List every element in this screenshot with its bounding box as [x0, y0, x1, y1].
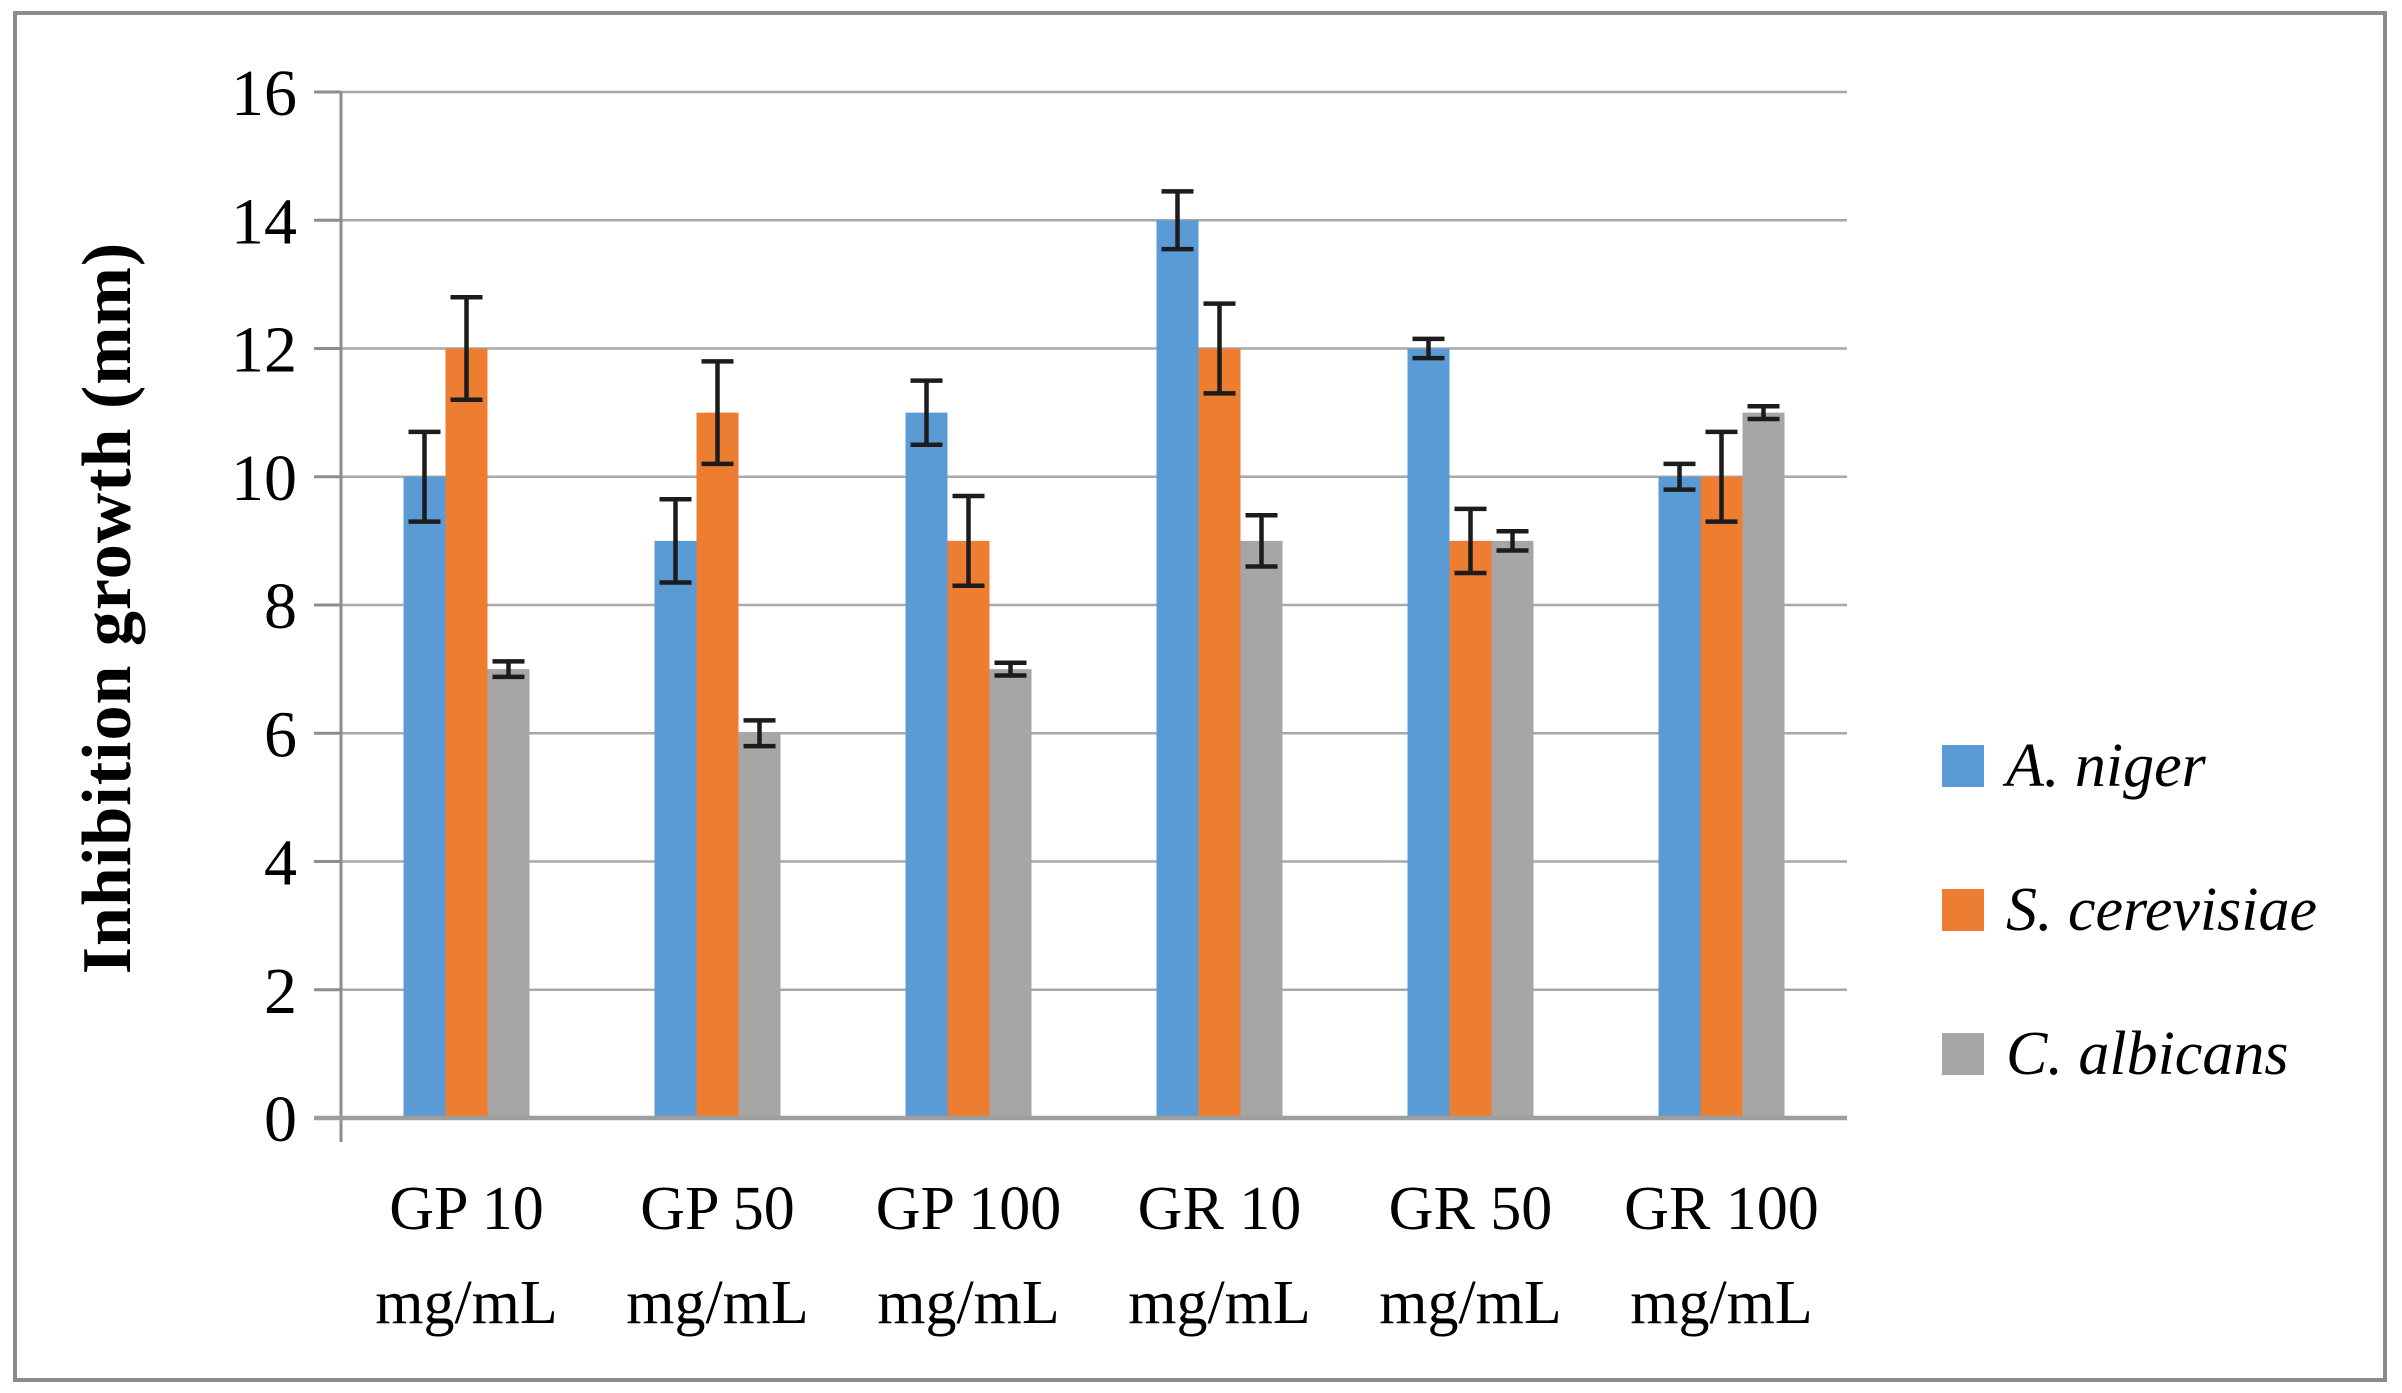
bar-c--albicans-1 — [738, 733, 781, 1118]
y-tick-label: 0 — [264, 1083, 297, 1156]
x-category-unit: mg/mL — [375, 1269, 558, 1337]
bar-a--niger-3 — [1156, 220, 1199, 1118]
legend-label: S. cerevisiae — [2006, 876, 2317, 944]
bar-a--niger-1 — [654, 540, 697, 1118]
bar-s--cerevisiae-4 — [1449, 540, 1492, 1118]
legend-item-s-cerevisiae: S. cerevisiae — [1942, 877, 2317, 943]
y-tick-label: 10 — [231, 442, 297, 515]
bar-a--niger-0 — [403, 476, 446, 1118]
x-category-unit: mg/mL — [1128, 1269, 1311, 1337]
legend-label: A. niger — [2006, 732, 2206, 800]
bar-c--albicans-2 — [989, 669, 1032, 1118]
bar-s--cerevisiae-1 — [696, 412, 739, 1118]
bar-c--albicans-4 — [1491, 540, 1534, 1118]
y-tick-label: 4 — [264, 827, 297, 900]
y-tick-label: 6 — [264, 698, 297, 771]
x-category-label: GR 50 — [1389, 1175, 1553, 1243]
legend-swatch-a-niger — [1942, 745, 1984, 787]
bar-a--niger-4 — [1407, 348, 1450, 1118]
bar-a--niger-2 — [905, 412, 948, 1118]
bar-s--cerevisiae-3 — [1198, 348, 1241, 1118]
legend-swatch-c-albicans — [1942, 1033, 1984, 1075]
bar-s--cerevisiae-2 — [947, 540, 990, 1118]
x-category-label: GP 10 — [389, 1175, 543, 1243]
legend-label: C. albicans — [2006, 1020, 2289, 1088]
x-category-unit: mg/mL — [626, 1269, 809, 1337]
bar-a--niger-5 — [1658, 476, 1701, 1118]
bar-s--cerevisiae-5 — [1700, 476, 1743, 1118]
y-tick-label: 12 — [231, 314, 297, 387]
bar-c--albicans-0 — [487, 669, 530, 1118]
x-category-label: GR 100 — [1624, 1175, 1819, 1243]
x-category-label: GP 100 — [876, 1175, 1061, 1243]
bar-c--albicans-3 — [1240, 540, 1283, 1118]
legend: A. niger S. cerevisiae C. albicans — [1942, 733, 2317, 1087]
bar-s--cerevisiae-0 — [445, 348, 488, 1118]
y-tick-label: 14 — [231, 185, 297, 258]
x-category-label: GP 50 — [640, 1175, 794, 1243]
x-category-label: GR 10 — [1138, 1175, 1302, 1243]
legend-item-a-niger: A. niger — [1942, 733, 2317, 799]
y-tick-label: 2 — [264, 955, 297, 1028]
x-category-unit: mg/mL — [1379, 1269, 1562, 1337]
bar-c--albicans-5 — [1742, 412, 1785, 1118]
legend-item-c-albicans: C. albicans — [1942, 1021, 2317, 1087]
x-category-unit: mg/mL — [877, 1269, 1060, 1337]
y-tick-label: 8 — [264, 570, 297, 643]
x-category-unit: mg/mL — [1630, 1269, 1813, 1337]
y-axis-title: Inhibition growth (mm) — [69, 241, 146, 975]
y-tick-label: 16 — [231, 57, 297, 130]
legend-swatch-s-cerevisiae — [1942, 889, 1984, 931]
